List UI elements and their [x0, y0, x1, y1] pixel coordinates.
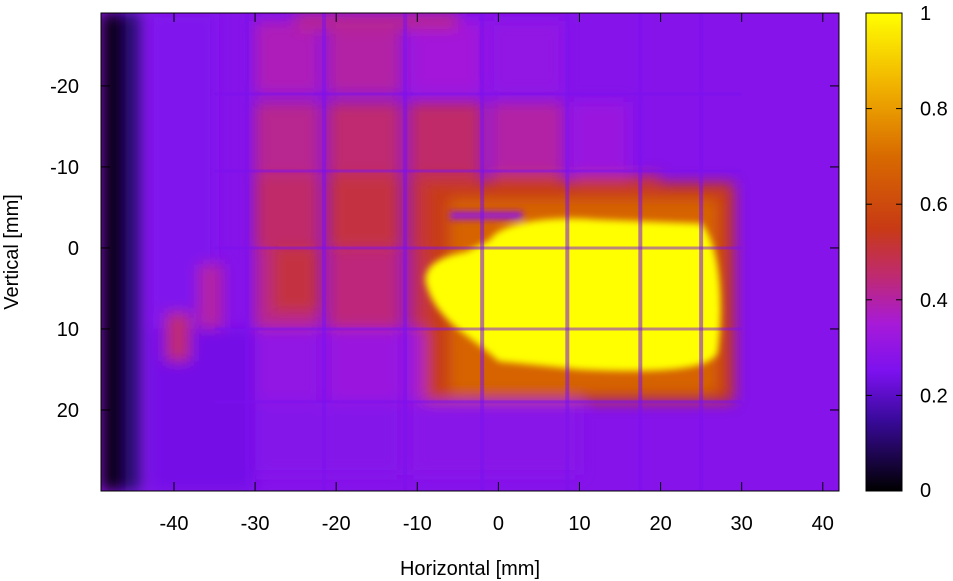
colorbar-tick-label: 1 — [920, 3, 931, 25]
colorbar-tick-label: 0.2 — [920, 385, 948, 407]
heatmap-cell — [255, 328, 320, 402]
heatmap-edge-gradient — [125, 13, 142, 491]
heatmap-cell — [328, 247, 402, 329]
x-tick-label: -10 — [403, 513, 432, 535]
colorbar — [865, 12, 903, 492]
x-tick-label: 40 — [812, 513, 834, 535]
heatmap-cell-spot — [271, 247, 320, 313]
x-tick-label: -30 — [241, 513, 270, 535]
colorbar-ticks: 0 0.2 0.4 0.6 0.8 1 — [866, 3, 948, 502]
heatmap-cell — [490, 21, 564, 95]
colorbar-tick-label: 0.4 — [920, 290, 948, 312]
heatmap-cell — [255, 102, 320, 176]
heatmap-cell — [490, 102, 564, 176]
y-tick-label: 10 — [57, 319, 79, 341]
heatmap-dark-edge — [101, 13, 126, 491]
x-axis-ticks: -40 -30 -20 -10 0 10 20 30 40 — [160, 13, 834, 535]
x-tick-label: 30 — [731, 513, 753, 535]
heatmap-cell — [409, 21, 483, 95]
heatmap-cell — [255, 21, 320, 95]
x-tick-label: 20 — [649, 513, 671, 535]
heatmap-cell — [255, 401, 402, 475]
heatmap-beam-layer — [425, 211, 721, 371]
heatmap-beam-notch — [449, 211, 523, 220]
y-axis-ticks: -20 -10 0 10 20 — [50, 76, 839, 422]
y-axis-title: Vertical [mm] — [1, 194, 23, 310]
heatmap-field — [101, 13, 839, 491]
heatmap-cell — [328, 21, 402, 95]
x-tick-label: -40 — [160, 513, 189, 535]
heatmap-texture-lines — [214, 13, 742, 491]
colorbar-tick-label: 0.8 — [920, 99, 948, 121]
colorbar-tick-label: 0.6 — [920, 194, 948, 216]
heatmap-cell — [409, 401, 580, 475]
heatmap-cell — [571, 102, 629, 176]
heatmap-cell — [409, 102, 483, 176]
y-tick-label: -20 — [50, 76, 79, 98]
heatmap-cell — [328, 102, 402, 176]
plot-frame — [100, 12, 840, 492]
heatmap-cell — [328, 328, 402, 402]
y-tick-label: 20 — [57, 400, 79, 422]
heatmap-cell — [328, 175, 402, 248]
y-tick-label: 0 — [68, 238, 79, 260]
heatmap-lower-left — [149, 328, 256, 491]
x-tick-label: -20 — [322, 513, 351, 535]
heatmap-cell — [255, 175, 320, 248]
y-tick-label: -10 — [50, 157, 79, 179]
heatmap-left-spot — [198, 264, 223, 329]
heatmap-top-edge — [295, 13, 458, 30]
heatmap-beam-core — [425, 218, 721, 371]
x-axis-title: Horizontal [mm] — [400, 558, 540, 580]
x-tick-label: 0 — [493, 513, 504, 535]
colorbar-tick-label: 0 — [920, 480, 931, 502]
x-tick-label: 10 — [568, 513, 590, 535]
heatmap-left-spot — [165, 312, 191, 362]
